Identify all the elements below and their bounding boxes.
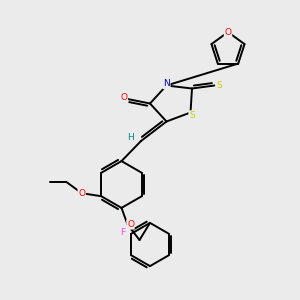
Text: S: S xyxy=(216,81,222,90)
Text: S: S xyxy=(189,111,195,120)
Text: O: O xyxy=(224,28,232,37)
Text: O: O xyxy=(120,93,128,102)
Text: F: F xyxy=(120,228,125,237)
Text: O: O xyxy=(127,220,134,229)
Text: H: H xyxy=(127,133,134,142)
Text: N: N xyxy=(163,80,170,88)
Text: O: O xyxy=(78,189,85,198)
